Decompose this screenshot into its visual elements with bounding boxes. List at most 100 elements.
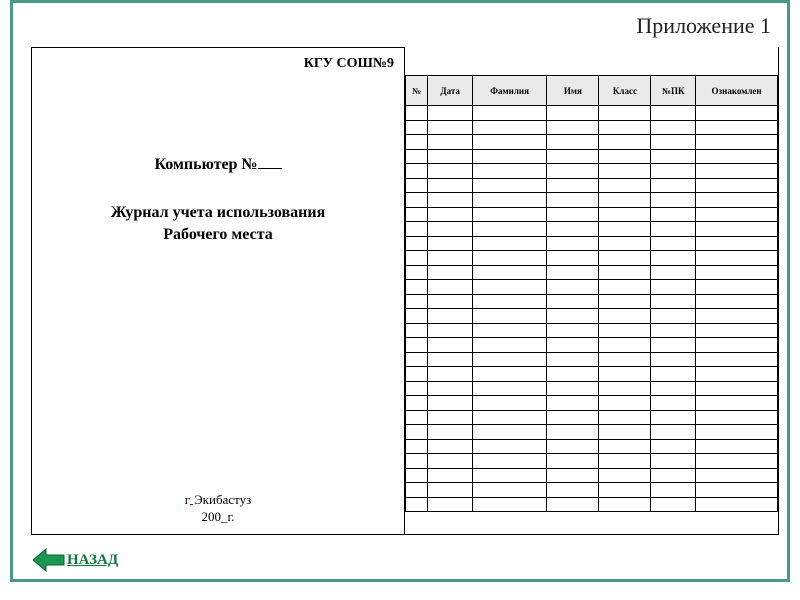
table-cell [599, 439, 651, 454]
table-cell [406, 439, 428, 454]
table-cell [547, 425, 599, 440]
table-cell [696, 106, 778, 121]
table-cell [696, 120, 778, 135]
table-cell [651, 410, 696, 425]
journal-line-1: Журнал учета использования [32, 202, 404, 224]
table-cell [599, 396, 651, 411]
table-cell [472, 381, 546, 396]
table-cell [406, 236, 428, 251]
table-cell [696, 338, 778, 353]
table-cell [599, 352, 651, 367]
table-cell [651, 164, 696, 179]
table-cell [406, 381, 428, 396]
table-cell [428, 425, 473, 440]
table-cell [696, 439, 778, 454]
table-cell [547, 280, 599, 295]
table-cell [472, 396, 546, 411]
city-underline [190, 504, 193, 505]
table-cell [472, 193, 546, 208]
computer-number-line: Компьютер № [32, 156, 404, 174]
table-cell [428, 164, 473, 179]
table-cell [696, 207, 778, 222]
table-cell [651, 323, 696, 338]
computer-prefix: Компьютер № [154, 156, 257, 173]
table-cell [651, 280, 696, 295]
table-cell [428, 280, 473, 295]
table-row [406, 193, 778, 208]
table-cell [651, 207, 696, 222]
table-cell [651, 483, 696, 498]
table-cell [696, 193, 778, 208]
table-cell [406, 396, 428, 411]
table-cell [428, 396, 473, 411]
table-cell [547, 178, 599, 193]
table-cell [406, 164, 428, 179]
table-cell [406, 251, 428, 266]
table-cell [547, 294, 599, 309]
table-cell [428, 468, 473, 483]
table-cell [428, 251, 473, 266]
table-row [406, 323, 778, 338]
table-cell [547, 367, 599, 382]
table-cell [428, 410, 473, 425]
table-row [406, 410, 778, 425]
table-cell [547, 352, 599, 367]
table-cell [599, 265, 651, 280]
table-cell [651, 193, 696, 208]
table-cell [406, 106, 428, 121]
table-cell [472, 468, 546, 483]
table-cell [472, 222, 546, 237]
table-cell [428, 454, 473, 469]
table-cell [428, 222, 473, 237]
table-cell [696, 425, 778, 440]
table-cell [406, 323, 428, 338]
journal-title: Журнал учета использования Рабочего мест… [32, 202, 404, 245]
table-row [406, 280, 778, 295]
col-header-surname: Фамилия [472, 76, 546, 106]
table-cell [428, 207, 473, 222]
table-cell [696, 497, 778, 512]
table-row [406, 120, 778, 135]
table-cell [472, 149, 546, 164]
table-row [406, 439, 778, 454]
table-row [406, 454, 778, 469]
table-row [406, 497, 778, 512]
table-cell [428, 483, 473, 498]
table-cell [696, 178, 778, 193]
table-cell [406, 468, 428, 483]
table-cell [472, 120, 546, 135]
table-cell [599, 120, 651, 135]
table-cell [696, 352, 778, 367]
arrow-left-icon [33, 547, 65, 573]
table-cell [599, 497, 651, 512]
table-cell [696, 236, 778, 251]
table-cell [547, 454, 599, 469]
table-cell [599, 294, 651, 309]
table-cell [599, 222, 651, 237]
table-cell [428, 120, 473, 135]
table-cell [599, 483, 651, 498]
table-cell [472, 236, 546, 251]
table-cell [472, 265, 546, 280]
table-row [406, 251, 778, 266]
table-cell [406, 265, 428, 280]
table-cell [599, 164, 651, 179]
table-cell [428, 381, 473, 396]
cover-footer: гЭкибастуз 200_г. [32, 492, 404, 526]
table-cell [651, 352, 696, 367]
table-cell [406, 135, 428, 150]
table-cell [547, 135, 599, 150]
table-cell [599, 207, 651, 222]
table-cell [696, 251, 778, 266]
table-cell [472, 367, 546, 382]
table-row [406, 381, 778, 396]
col-header-date: Дата [428, 76, 473, 106]
table-cell [651, 497, 696, 512]
table-cell [599, 106, 651, 121]
city-name: Экибастуз [194, 492, 251, 507]
table-cell [599, 381, 651, 396]
journal-line-2: Рабочего места [32, 224, 404, 246]
table-cell [428, 149, 473, 164]
table-cell [696, 410, 778, 425]
back-button[interactable]: НАЗАД [33, 547, 118, 573]
